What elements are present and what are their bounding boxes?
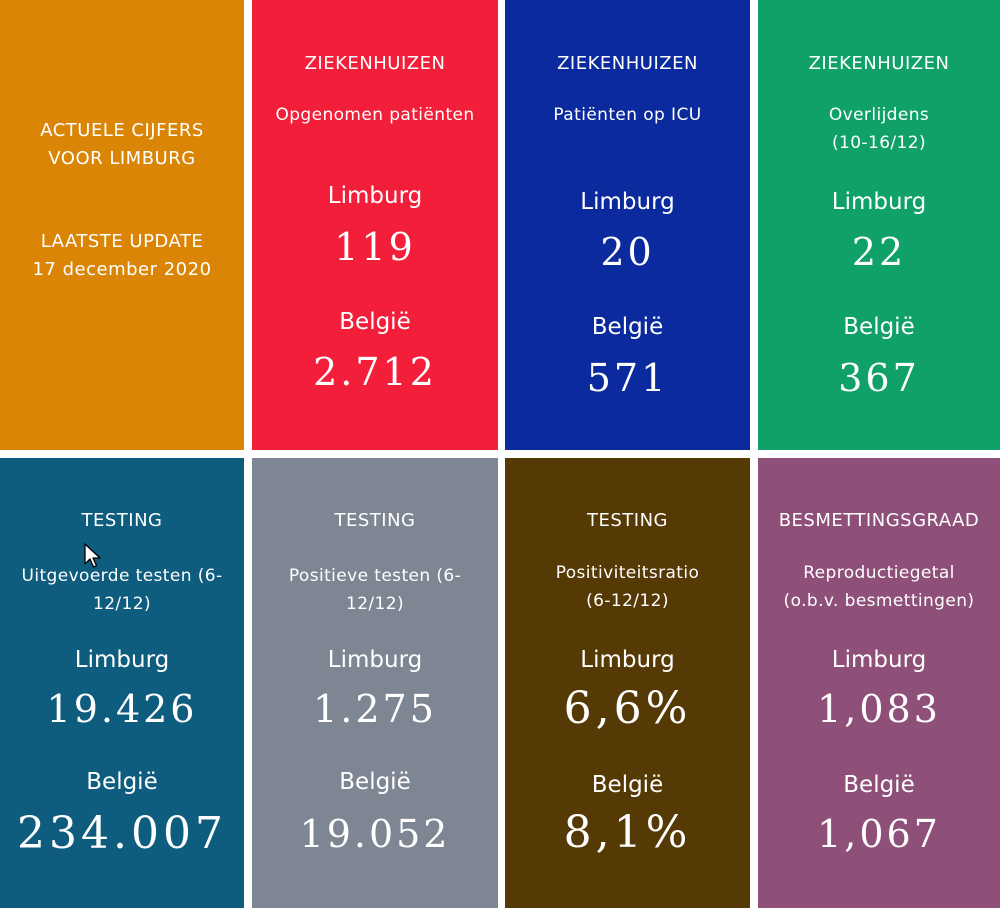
intro-title-line2: VOOR LIMBURG [48, 148, 196, 169]
tile-subtitle-line2: (o.b.v. besmettingen) [783, 591, 975, 611]
value-limburg: 119 [334, 225, 416, 269]
value-limburg: 6,6% [563, 683, 692, 734]
tile-category: TESTING [81, 510, 163, 531]
value-limburg: 20 [600, 230, 655, 274]
stat-tile-tests-performed: TESTING Uitgevoerde testen (6- 12/12) Li… [0, 458, 244, 908]
intro-title-line1: ACTUELE CIJFERS [40, 120, 204, 141]
region-label-belgie: België [86, 769, 158, 795]
tile-category: ZIEKENHUIZEN [557, 53, 698, 74]
tile-subtitle-line1: Overlijdens [828, 105, 930, 125]
region-label-belgie: België [339, 309, 411, 335]
region-label-belgie: België [339, 769, 411, 795]
region-label-limburg: Limburg [74, 647, 170, 673]
mouse-cursor-icon [84, 543, 101, 568]
tile-category: BESMETTINGSGRAAD [778, 510, 980, 531]
value-limburg: 1.275 [313, 687, 437, 731]
region-label-belgie: België [591, 314, 664, 340]
value-belgie: 8,1% [563, 807, 692, 858]
stat-tile-icu: ZIEKENHUIZEN Patiënten op ICU Limburg 20… [505, 0, 750, 450]
stat-tile-deaths: ZIEKENHUIZEN Overlijdens (10-16/12) Limb… [758, 0, 1000, 450]
tile-subtitle-line1: Uitgevoerde testen (6- [21, 566, 223, 586]
tile-subtitle-line2: 12/12) [92, 594, 152, 614]
stat-tile-positivity-ratio: TESTING Positiviteitsratio (6-12/12) Lim… [505, 458, 750, 908]
value-belgie: 19.052 [299, 812, 451, 856]
value-limburg: 19.426 [46, 687, 198, 731]
tile-subtitle-line1: Positiviteitsratio [555, 563, 700, 583]
tile-subtitle: Opgenomen patiënten [275, 105, 475, 125]
value-belgie: 571 [586, 356, 669, 400]
region-label-limburg: Limburg [580, 647, 675, 673]
tile-subtitle-line2: 12/12) [345, 594, 405, 614]
stat-tile-hospitalized: ZIEKENHUIZEN Opgenomen patiënten Limburg… [252, 0, 498, 450]
value-belgie: 234.007 [17, 808, 227, 859]
region-label-belgie: België [591, 772, 664, 798]
value-belgie: 367 [838, 356, 920, 400]
value-limburg: 22 [851, 230, 907, 274]
value-limburg: 1,083 [817, 687, 941, 731]
region-label-limburg: Limburg [327, 647, 423, 673]
tile-category: ZIEKENHUIZEN [808, 53, 950, 74]
value-belgie: 1,067 [817, 812, 941, 856]
intro-tile: ACTUELE CIJFERS VOOR LIMBURG LAATSTE UPD… [0, 0, 244, 450]
tile-category: TESTING [334, 510, 416, 531]
region-label-limburg: Limburg [327, 183, 423, 209]
value-belgie: 2.712 [313, 350, 437, 394]
update-label: LAATSTE UPDATE [40, 231, 204, 252]
region-label-limburg: Limburg [831, 189, 927, 215]
tile-subtitle: Patiënten op ICU [553, 105, 702, 125]
tile-category: ZIEKENHUIZEN [304, 53, 446, 74]
region-label-belgie: België [843, 772, 915, 798]
tile-subtitle-line1: Reproductiegetal [803, 563, 955, 583]
update-date: 17 december 2020 [32, 259, 212, 280]
region-label-limburg: Limburg [580, 189, 675, 215]
tile-subtitle-line2: (10-16/12) [831, 133, 927, 153]
tile-subtitle-line1: Positieve testen (6- [288, 566, 462, 586]
region-label-belgie: België [843, 314, 915, 340]
tile-subtitle-line2: (6-12/12) [586, 591, 669, 611]
tile-category: TESTING [586, 510, 668, 531]
stat-tile-reproduction-number: BESMETTINGSGRAAD Reproductiegetal (o.b.v… [758, 458, 1000, 908]
stat-tile-positive-tests: TESTING Positieve testen (6- 12/12) Limb… [252, 458, 498, 908]
region-label-limburg: Limburg [831, 647, 927, 673]
